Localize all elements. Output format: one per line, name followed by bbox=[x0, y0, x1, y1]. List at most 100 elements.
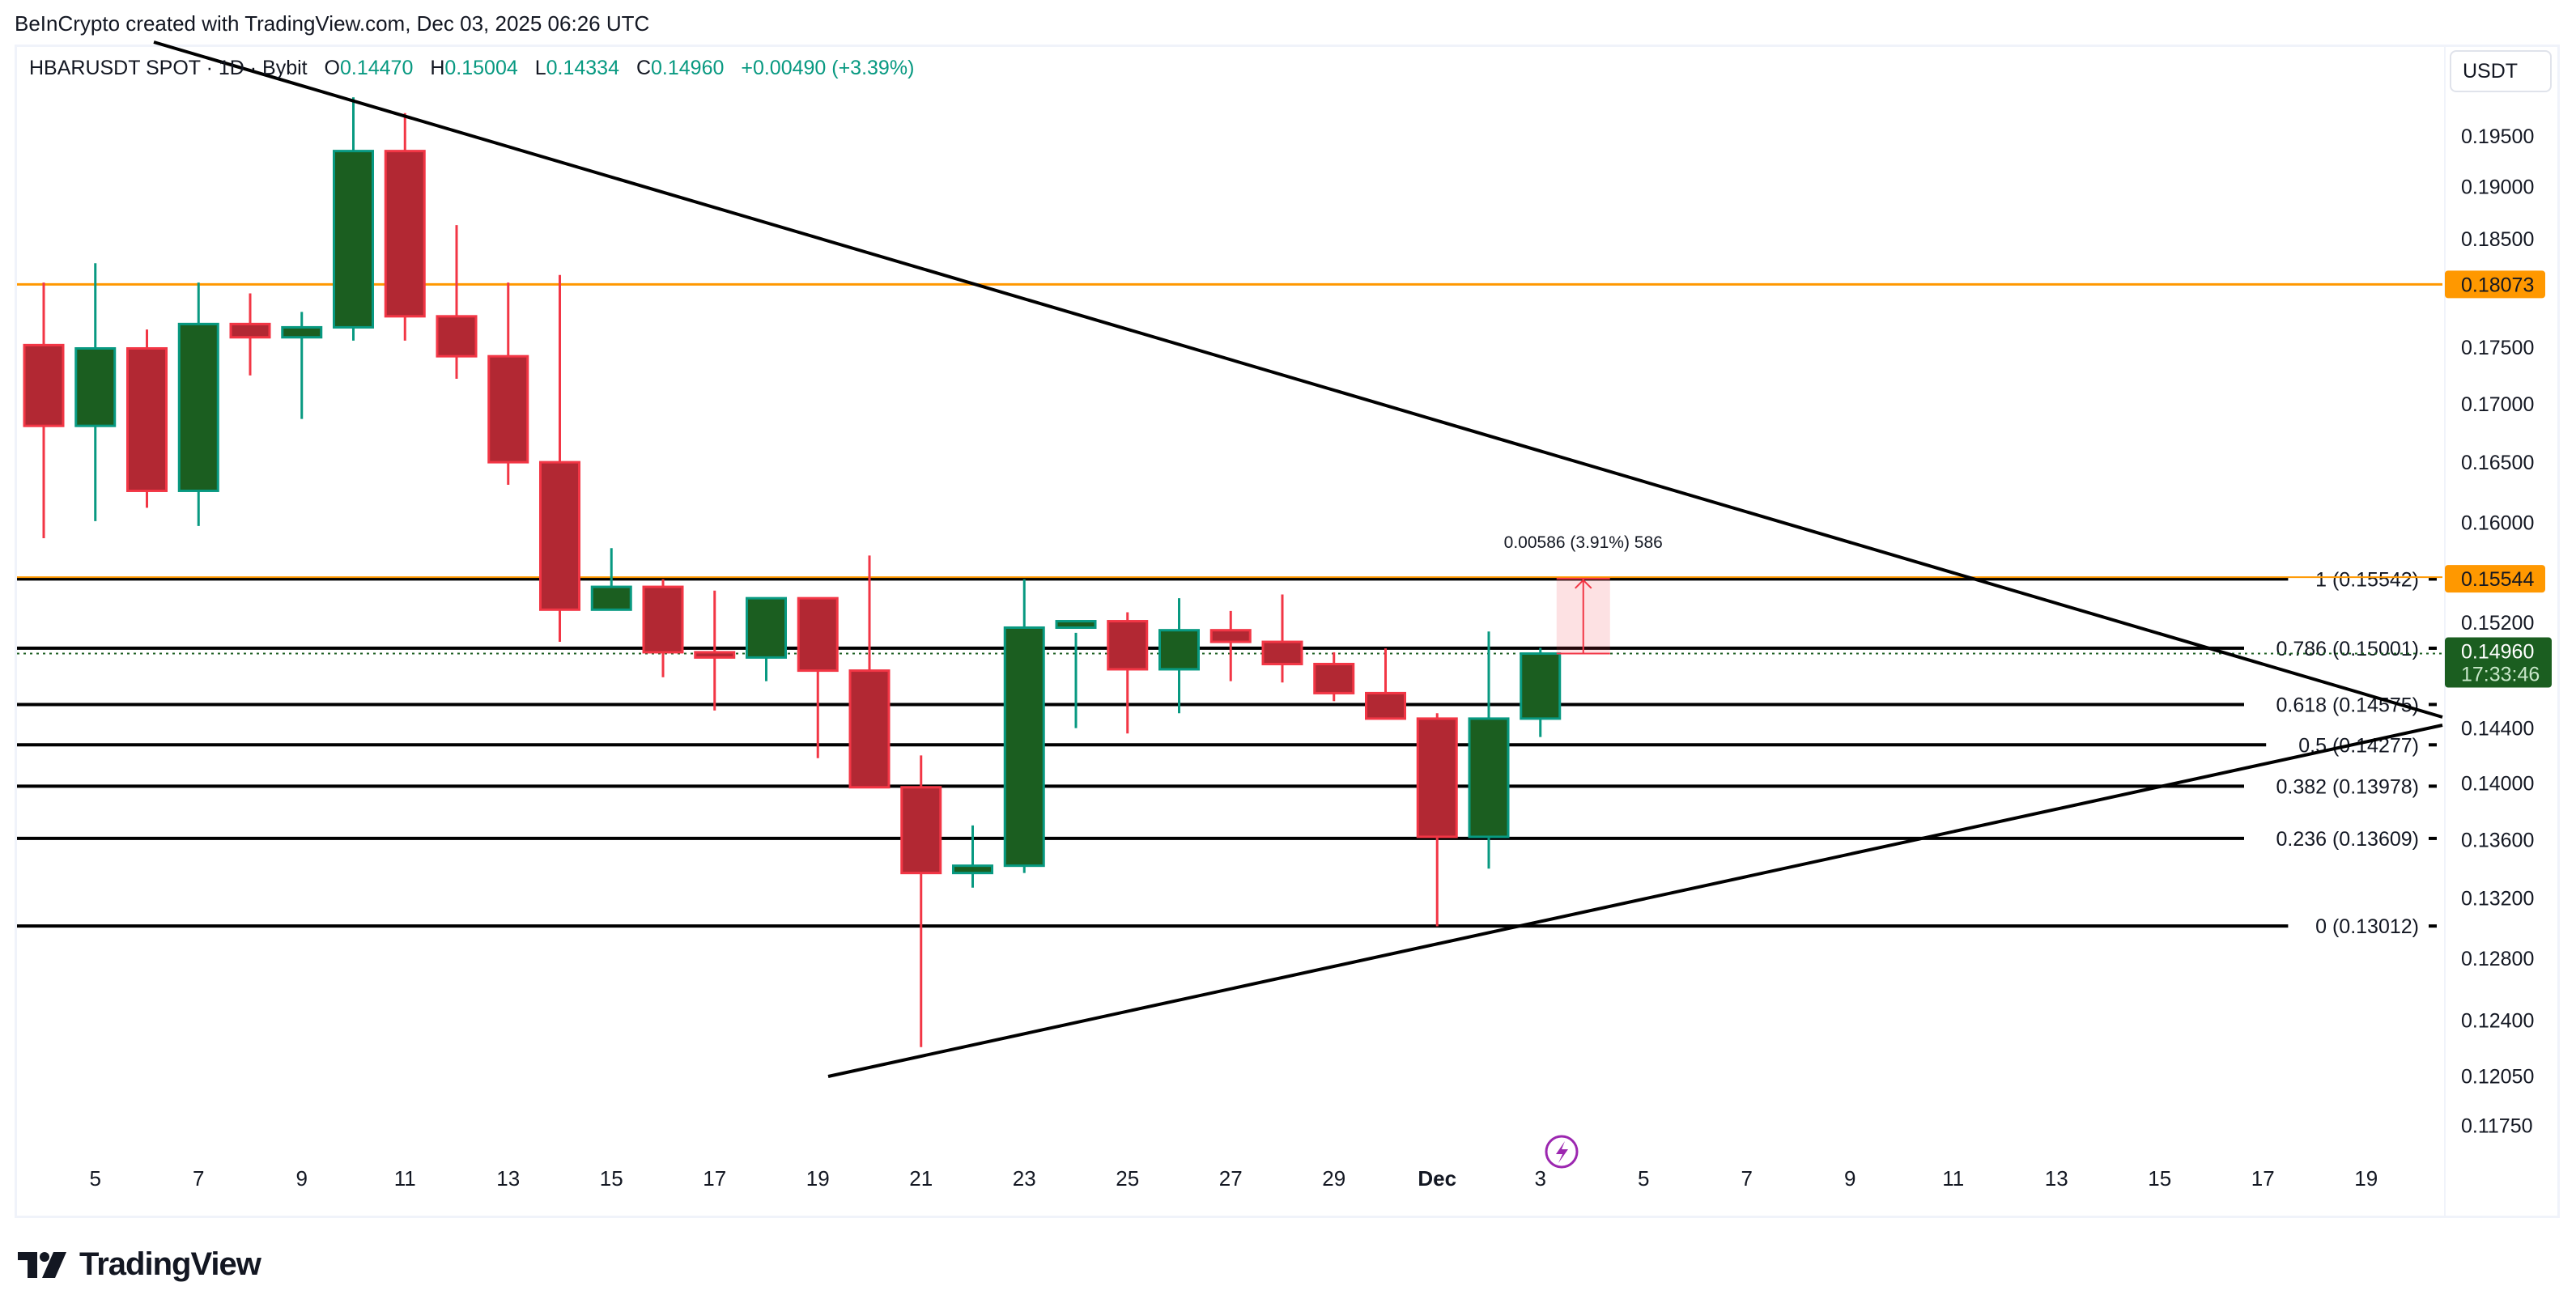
open-label: O bbox=[324, 57, 340, 79]
attribution-text: BeInCrypto created with TradingView.com,… bbox=[15, 11, 650, 36]
date-tick: 13 bbox=[2045, 1166, 2068, 1191]
high-value: 0.15004 bbox=[444, 57, 518, 79]
candle[interactable] bbox=[746, 596, 787, 681]
date-tick: 7 bbox=[1741, 1166, 1753, 1191]
price-tick: 0.12050 bbox=[2461, 1065, 2534, 1088]
candle[interactable] bbox=[797, 596, 839, 758]
tradingview-logo-icon bbox=[18, 1251, 66, 1278]
date-tick: 15 bbox=[2148, 1166, 2171, 1191]
price-tick: 0.18500 bbox=[2461, 228, 2534, 251]
candle[interactable] bbox=[126, 329, 168, 508]
date-tick: 15 bbox=[600, 1166, 623, 1191]
candle[interactable] bbox=[23, 282, 65, 539]
price-tick: 0.12400 bbox=[2461, 1009, 2534, 1032]
price-tick: 0.13600 bbox=[2461, 830, 2534, 852]
candle[interactable] bbox=[1209, 610, 1252, 681]
fib-retracement[interactable]: 1 (0.15542) 0.786 (0.15001) 0.618 (0.14575… bbox=[17, 568, 2442, 938]
svg-text:0.18073: 0.18073 bbox=[2461, 274, 2534, 296]
open-value: 0.14470 bbox=[340, 57, 414, 79]
candle[interactable] bbox=[1416, 713, 1458, 927]
candle[interactable] bbox=[1107, 612, 1149, 734]
candle[interactable] bbox=[177, 282, 219, 526]
price-tick: 0.13200 bbox=[2461, 888, 2534, 911]
currency-button[interactable]: USDT bbox=[2450, 50, 2552, 92]
date-tick: 27 bbox=[1219, 1166, 1243, 1191]
measure-label: 0.00586 (3.91%) 586 bbox=[1504, 533, 1663, 552]
candle[interactable] bbox=[333, 97, 374, 341]
date-tick: 17 bbox=[703, 1166, 726, 1191]
date-tick: 3 bbox=[1535, 1166, 1546, 1191]
candle[interactable] bbox=[1313, 652, 1355, 702]
candle[interactable] bbox=[642, 579, 684, 677]
price-tick: 0.12800 bbox=[2461, 948, 2534, 970]
date-tick: 9 bbox=[296, 1166, 308, 1191]
chart-frame bbox=[15, 45, 2560, 1218]
candle[interactable] bbox=[1365, 648, 1406, 720]
fib-level-label: 0.786 (0.15001) bbox=[2276, 638, 2419, 660]
fib-level-label: 0.236 (0.13609) bbox=[2276, 828, 2419, 851]
high-label: H bbox=[430, 57, 445, 79]
price-tick: 0.14000 bbox=[2461, 773, 2534, 796]
price-badge bbox=[2445, 270, 2545, 299]
low-value: 0.14334 bbox=[546, 57, 619, 79]
candle[interactable] bbox=[229, 293, 271, 376]
price-tick: 0.16500 bbox=[2461, 452, 2534, 474]
candle[interactable] bbox=[900, 755, 942, 1047]
candle[interactable] bbox=[487, 282, 529, 486]
date-tick: 25 bbox=[1116, 1166, 1139, 1191]
candle[interactable] bbox=[384, 112, 426, 341]
price-tick: 0.17500 bbox=[2461, 337, 2534, 359]
svg-text:17:33:46: 17:33:46 bbox=[2461, 664, 2540, 686]
date-tick: 19 bbox=[806, 1166, 830, 1191]
candle[interactable] bbox=[1003, 579, 1045, 873]
candle[interactable] bbox=[1158, 598, 1200, 714]
candle[interactable] bbox=[848, 555, 891, 789]
date-tick: 29 bbox=[1322, 1166, 1345, 1191]
date-tick: 11 bbox=[394, 1166, 416, 1191]
change-value: +0.00490 (+3.39%) bbox=[741, 57, 915, 79]
close-value: 0.14960 bbox=[651, 57, 725, 79]
fib-level-label: 0.382 (0.13978) bbox=[2276, 775, 2419, 798]
low-label: L bbox=[534, 57, 546, 79]
candle[interactable] bbox=[590, 548, 632, 611]
price-tick: 0.16000 bbox=[2461, 512, 2534, 534]
price-axis[interactable]: 0.19500 0.19000 0.18500 0.17500 0.17000 0.165… bbox=[2444, 47, 2552, 1216]
candle[interactable] bbox=[1261, 594, 1303, 683]
price-badge bbox=[2445, 637, 2552, 688]
price-tick: 0.19500 bbox=[2461, 125, 2534, 148]
candle[interactable] bbox=[1520, 647, 1562, 737]
price-tick: 0.14400 bbox=[2461, 718, 2534, 741]
ascending-trendline bbox=[827, 724, 2443, 1078]
price-tick: 0.11750 bbox=[2461, 1114, 2533, 1137]
candle[interactable] bbox=[694, 590, 736, 711]
flash-event-icon[interactable] bbox=[1545, 1135, 1579, 1169]
svg-text:0.15544: 0.15544 bbox=[2461, 568, 2534, 591]
date-tick: 21 bbox=[909, 1166, 933, 1191]
price-tick: 0.15200 bbox=[2461, 612, 2534, 635]
date-tick: 9 bbox=[1844, 1166, 1855, 1191]
date-tick: 7 bbox=[193, 1166, 204, 1191]
date-tick: 13 bbox=[496, 1166, 520, 1191]
svg-text:0.14960: 0.14960 bbox=[2461, 641, 2534, 664]
candle[interactable] bbox=[1468, 631, 1510, 869]
date-tick: 11 bbox=[1942, 1166, 1964, 1191]
tradingview-logo[interactable]: TradingView bbox=[18, 1246, 261, 1283]
candle[interactable] bbox=[1055, 620, 1097, 728]
fib-level-label: 1 (0.15542) bbox=[2315, 568, 2419, 591]
price-range-measure[interactable]: 0.00586 (3.91%) 586 bbox=[1504, 533, 1663, 655]
candle[interactable] bbox=[539, 274, 580, 643]
candle[interactable] bbox=[281, 312, 323, 419]
fib-level-label: 0.618 (0.14575) bbox=[2276, 694, 2419, 716]
candle[interactable] bbox=[952, 825, 993, 888]
price-badge bbox=[2445, 565, 2545, 593]
candle[interactable] bbox=[74, 263, 117, 521]
symbol-title[interactable]: HBARUSDT SPOT · 1D · Bybit bbox=[29, 57, 308, 79]
time-axis[interactable]: 5 7 9 11 13 15 17 19 21 23 25 27 29 Dec 3 5 7 9 11 13 15 17 19 bbox=[90, 1166, 2378, 1191]
candles bbox=[23, 97, 1562, 1047]
candle[interactable] bbox=[436, 225, 478, 380]
date-tick: 5 bbox=[90, 1166, 101, 1191]
symbol-legend: HBARUSDT SPOT · 1D · Bybit O0.14470 H0.1… bbox=[29, 57, 914, 80]
date-tick: 19 bbox=[2354, 1166, 2378, 1191]
trendlines[interactable] bbox=[153, 40, 2443, 1078]
